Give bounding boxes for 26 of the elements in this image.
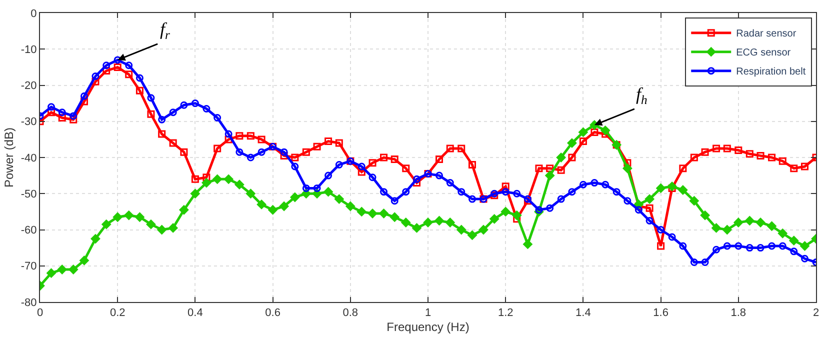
- x-tick-label: 1.2: [498, 307, 514, 320]
- y-tick-label: -70: [20, 260, 37, 273]
- legend-label: ECG sensor: [736, 48, 792, 59]
- x-tick-label: 0.2: [110, 307, 126, 320]
- x-tick-label: 0.8: [342, 307, 358, 320]
- x-tick-label: 0.4: [188, 307, 203, 320]
- annotation: f$_{h}$: [636, 84, 648, 107]
- y-tick-label: -20: [20, 80, 37, 92]
- x-tick-label: 0.6: [265, 307, 280, 320]
- y-tick-label: -30: [20, 116, 37, 128]
- y-tick-label: 0: [30, 8, 37, 20]
- y-tick-label: -80: [20, 296, 37, 309]
- legend-label: Radar sensor: [736, 28, 797, 40]
- y-tick-label: -10: [20, 44, 37, 56]
- x-tick-label: 1: [424, 307, 432, 320]
- annotation: f$_{r}$: [160, 19, 170, 42]
- y-tick-label: -50: [20, 188, 37, 200]
- y-tick-label: -60: [20, 224, 37, 237]
- x-tick-label: 1.8: [730, 307, 746, 320]
- y-axis-title: Power (dB): [2, 127, 16, 188]
- x-tick-label: 1.6: [653, 307, 668, 320]
- x-axis-title: Frequency (Hz): [386, 320, 470, 334]
- x-tick-label: 2: [812, 307, 820, 320]
- x-tick-label: 1.4: [576, 307, 591, 320]
- y-tick-label: -40: [20, 152, 37, 164]
- legend-label: Respiration belt: [736, 66, 806, 78]
